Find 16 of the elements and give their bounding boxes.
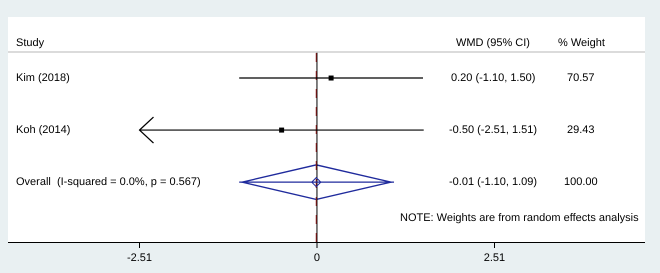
y-tick-label: Overall (I-squared = 0.0%, p = 0.567) (16, 176, 201, 188)
x-tick-label: 2.51 (484, 252, 506, 264)
annotation: -0.01 (-1.10, 1.09) (449, 176, 538, 188)
y-axis-title: Study (16, 37, 45, 49)
annotation: 0.20 (-1.10, 1.50) (451, 72, 536, 84)
x-tick-label: -2.51 (126, 252, 152, 264)
y-tick-label: Koh (2014) (16, 124, 70, 136)
y-tick-label: Kim (2018) (16, 72, 70, 84)
x-tick-label: 0 (314, 252, 320, 264)
annotation: 70.57 (567, 72, 595, 84)
annotation: NOTE: Weights are from random effects analysis (400, 212, 640, 224)
annotation: -0.50 (-2.51, 1.51) (449, 124, 538, 136)
text: WMD (95% CI) (456, 37, 530, 49)
text: % Weight (558, 37, 605, 49)
annotation: 29.43 (567, 124, 595, 136)
annotation: 100.00 (564, 176, 598, 188)
